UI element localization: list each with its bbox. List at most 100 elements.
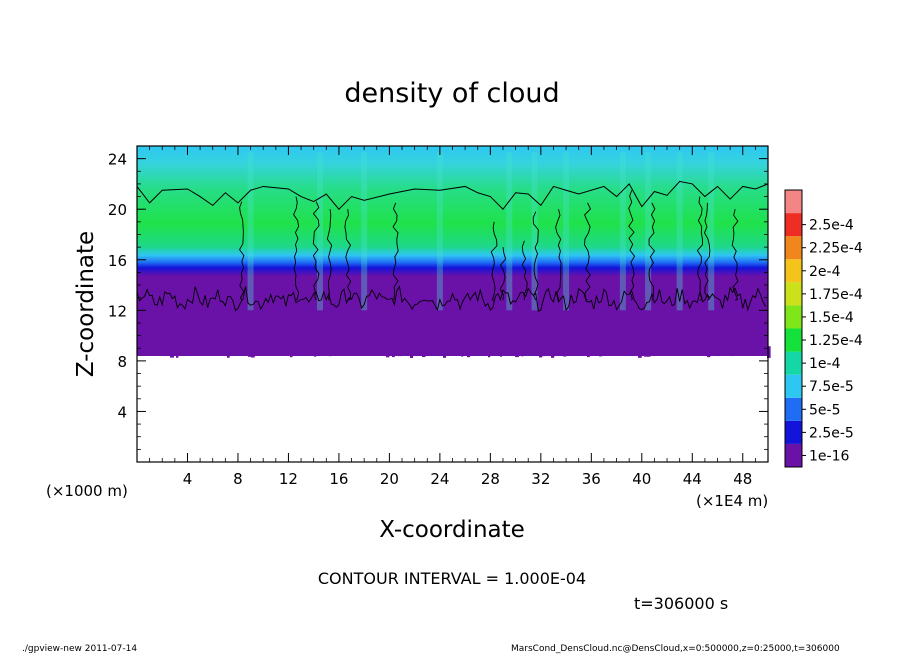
- cloud-base-fringe: [194, 346, 198, 350]
- cloud-base-fringe: [680, 346, 684, 354]
- cloud-base-fringe: [653, 346, 656, 349]
- colorbar-swatch: [785, 236, 802, 260]
- y-tick-label: 12: [108, 302, 127, 320]
- cloud-base-fringe: [596, 346, 600, 352]
- cloud-base-fringe: [524, 346, 527, 350]
- cloud-base-fringe: [152, 346, 156, 352]
- colorbar-label: 2e-4: [809, 264, 841, 280]
- contour-vertical: [555, 209, 562, 301]
- cloud-base-fringe: [440, 346, 443, 352]
- cloud-base-fringe: [581, 346, 585, 353]
- cloud-base-fringe: [587, 346, 590, 358]
- field-streak: [619, 152, 626, 311]
- footer-right: MarsCond_DensCloud.nc@DensCloud,x=0:5000…: [511, 644, 840, 654]
- colorbar-label: 1.5e-4: [809, 310, 854, 326]
- colorbar-label: 5e-5: [809, 402, 840, 418]
- cloud-base-fringe: [209, 346, 212, 355]
- x-tick-label: 20: [380, 470, 399, 488]
- colorbar-label: 1.75e-4: [809, 287, 863, 303]
- cloud-base-fringe: [449, 346, 453, 351]
- colorbar-swatch: [785, 443, 802, 467]
- cloud-base-fringe: [284, 346, 287, 355]
- cloud-base-fringe: [254, 346, 258, 356]
- cloud-base-fringe: [656, 346, 659, 355]
- cloud-base-fringe: [413, 346, 416, 355]
- x-tick-label: 36: [582, 470, 601, 488]
- cloud-base-fringe: [512, 346, 516, 351]
- cloud-base-fringe: [455, 346, 459, 352]
- cloud-base-fringe: [602, 346, 605, 354]
- cloud-base-fringe: [548, 346, 552, 350]
- x-tick-label: 16: [329, 470, 348, 488]
- cloud-base-fringe: [266, 346, 270, 356]
- colorbar-swatch: [785, 397, 802, 421]
- cloud-base-fringe: [314, 346, 317, 357]
- field-streak: [676, 152, 683, 311]
- cloud-base-fringe: [758, 346, 762, 349]
- cloud-base-fringe: [521, 346, 524, 357]
- cloud-base-fringe: [503, 346, 506, 354]
- cloud-base-fringe: [260, 346, 263, 352]
- field-streak: [531, 152, 538, 311]
- cloud-base-fringe: [617, 346, 621, 355]
- field-streak: [506, 152, 513, 311]
- cloud-base-fringe: [491, 346, 494, 353]
- colorbar-label: 1.25e-4: [809, 333, 863, 349]
- time-label: t=306000 s: [634, 594, 728, 613]
- cloud-base-fringe: [149, 346, 152, 355]
- contour-vertical: [628, 190, 636, 301]
- cloud-base-fringe: [683, 346, 687, 354]
- cloud-base-fringe: [395, 346, 399, 354]
- cloud-base-fringe: [431, 346, 434, 355]
- x-tick-label: 28: [481, 470, 500, 488]
- cloud-base-fringe: [272, 346, 275, 349]
- cloud-base-fringe: [629, 346, 632, 355]
- cloud-base-fringe: [767, 346, 771, 358]
- x-axis-label: X-coordinate: [379, 517, 525, 543]
- cloud-base-fringe: [350, 346, 354, 352]
- cloud-base-fringe: [335, 346, 338, 355]
- cloud-base-fringe: [545, 346, 549, 352]
- cloud-base-fringe: [383, 346, 386, 355]
- contour-bottom: [136, 285, 766, 312]
- cloud-base-fringe: [695, 346, 698, 350]
- contour-vertical: [584, 202, 592, 301]
- data-field: [137, 146, 768, 356]
- cloud-base-fringe: [374, 346, 378, 354]
- colorbar-label: 1e-16: [809, 448, 849, 464]
- cloud-base-fringe: [722, 346, 726, 353]
- cloud-base-fringe: [482, 346, 486, 349]
- cloud-base-fringe: [518, 346, 522, 353]
- contour-vertical: [648, 202, 656, 301]
- cloud-base-fringe: [623, 346, 626, 349]
- cloud-base-fringe: [446, 346, 449, 349]
- cloud-base-fringe: [461, 346, 464, 357]
- colorbar-swatch: [785, 351, 802, 375]
- cloud-base-fringe: [734, 346, 738, 351]
- colorbar-frame: [784, 189, 803, 468]
- cloud-base-fringe: [167, 346, 170, 351]
- cloud-base-fringe: [452, 346, 456, 351]
- x-axis: 4 8 12 16 20 24 28 32 36 40 44 48: [149, 146, 756, 488]
- cloud-base-fringe: [644, 346, 648, 357]
- cloud-base-fringe: [416, 346, 420, 356]
- cloud-base-fringe: [236, 346, 239, 353]
- cloud-base-fringe: [593, 346, 596, 349]
- cloud-base-fringe: [281, 346, 285, 353]
- contour-top: [136, 180, 769, 210]
- cloud-base-fringe: [341, 346, 344, 354]
- cloud-base-fringe: [137, 346, 141, 354]
- cloud-base-fringe: [230, 346, 233, 353]
- colorbar-swatch: [785, 259, 802, 283]
- cloud-base-fringe: [635, 346, 639, 353]
- cloud-base-fringe: [239, 346, 242, 351]
- cloud-base-fringe: [320, 346, 323, 352]
- colorbar-label: 2.25e-4: [809, 241, 863, 257]
- cloud-base-fringe: [569, 346, 572, 355]
- cloud-base-fringe: [332, 346, 335, 350]
- cloud-base-fringe: [713, 346, 716, 353]
- cloud-base-fringe: [161, 346, 164, 355]
- cloud-base-fringe: [386, 346, 390, 358]
- cloud-base-fringe: [392, 346, 395, 358]
- cloud-base-fringe: [611, 346, 615, 351]
